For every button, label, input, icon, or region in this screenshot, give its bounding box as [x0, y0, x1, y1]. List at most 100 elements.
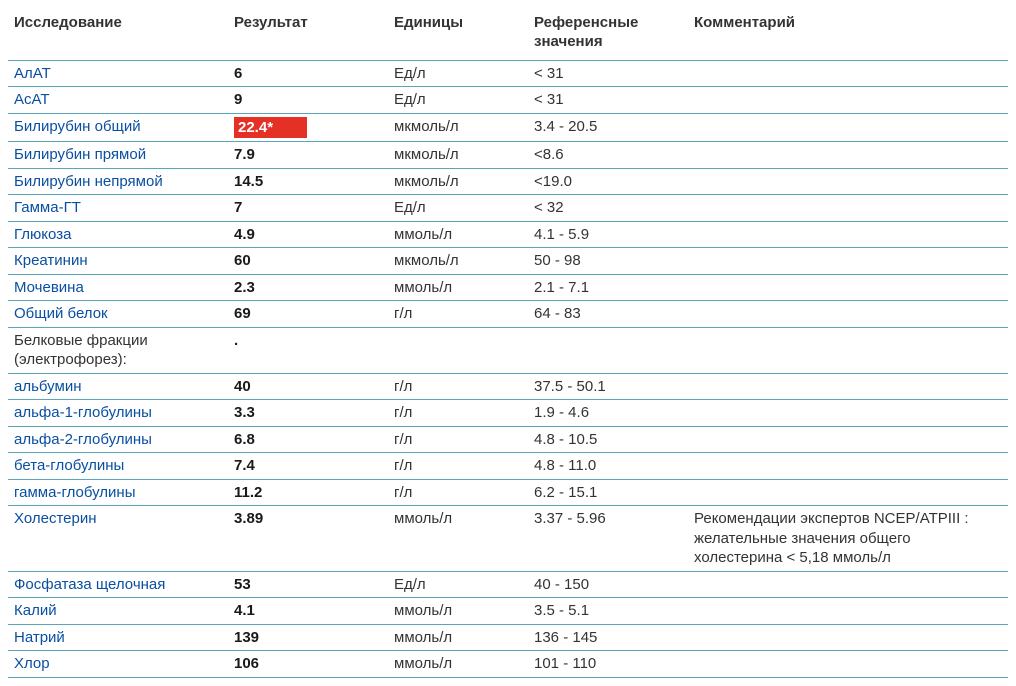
test-name-cell[interactable]: Калий [8, 598, 228, 625]
result-value: 7 [234, 199, 242, 216]
table-row: Билирубин прямой7.9мкмоль/л<8.6 [8, 142, 1008, 169]
units-cell: Ед/л [388, 571, 528, 598]
test-name-cell[interactable]: Общий белок [8, 301, 228, 328]
result-cell: 7.4 [228, 453, 388, 480]
result-value: 9 [234, 91, 242, 108]
table-row: АлАТ6Ед/л< 31 [8, 60, 1008, 87]
result-cell: 4.9 [228, 221, 388, 248]
test-name-cell[interactable]: Билирубин общий [8, 113, 228, 142]
reference-cell: <8.6 [528, 142, 688, 169]
reference-cell: 2.1 - 7.1 [528, 274, 688, 301]
lab-results-table: Исследование Результат Единицы Референсн… [8, 8, 1008, 678]
table-row: Фосфатаза щелочная 53 Ед/л40 - 150 [8, 571, 1008, 598]
test-name-cell[interactable]: альфа-1-глобулины [8, 400, 228, 427]
test-name-cell[interactable]: гамма-глобулины [8, 479, 228, 506]
flagged-result: 22.4* [234, 117, 307, 139]
table-row: Мочевина2.3ммоль/л2.1 - 7.1 [8, 274, 1008, 301]
table-row: Калий4.1ммоль/л3.5 - 5.1 [8, 598, 1008, 625]
comment-cell [688, 479, 1008, 506]
reference-cell: < 32 [528, 195, 688, 222]
table-row: Общий белок69г/л64 - 83 [8, 301, 1008, 328]
reference-cell: 64 - 83 [528, 301, 688, 328]
result-value: 2.3 [234, 279, 255, 296]
test-name-cell[interactable]: альбумин [8, 373, 228, 400]
reference-cell: 4.8 - 10.5 [528, 426, 688, 453]
result-value: 53 [234, 576, 251, 593]
units-cell: г/л [388, 373, 528, 400]
test-name-cell[interactable]: Мочевина [8, 274, 228, 301]
header-reference: Референсные значения [528, 8, 688, 60]
result-cell: 7 [228, 195, 388, 222]
units-cell: г/л [388, 301, 528, 328]
comment-cell [688, 87, 1008, 114]
test-name-cell[interactable]: Билирубин непрямой [8, 168, 228, 195]
result-cell: 22.4* [228, 113, 388, 142]
units-cell: Ед/л [388, 195, 528, 222]
units-cell: г/л [388, 453, 528, 480]
test-name-cell[interactable]: альфа-2-глобулины [8, 426, 228, 453]
result-value: . [234, 332, 238, 349]
comment-cell [688, 624, 1008, 651]
result-cell: 7.9 [228, 142, 388, 169]
comment-cell [688, 142, 1008, 169]
table-row: Билирубин непрямой 14.5 мкмоль/л<19.0 [8, 168, 1008, 195]
test-name-cell[interactable]: Креатинин [8, 248, 228, 275]
test-name-cell[interactable]: Холестерин [8, 506, 228, 572]
result-cell: 4.1 [228, 598, 388, 625]
reference-cell: 4.8 - 11.0 [528, 453, 688, 480]
comment-cell [688, 426, 1008, 453]
result-value: 4.9 [234, 226, 255, 243]
reference-cell: 50 - 98 [528, 248, 688, 275]
reference-cell: 101 - 110 [528, 651, 688, 678]
units-cell: г/л [388, 426, 528, 453]
result-cell: 53 [228, 571, 388, 598]
table-row: Глюкоза4.9ммоль/л4.1 - 5.9 [8, 221, 1008, 248]
units-cell: ммоль/л [388, 624, 528, 651]
reference-cell: 37.5 - 50.1 [528, 373, 688, 400]
test-name-cell[interactable]: бета-глобулины [8, 453, 228, 480]
table-row: Белковые фракции (электрофорез):. [8, 327, 1008, 373]
units-cell: ммоль/л [388, 506, 528, 572]
reference-cell: 3.5 - 5.1 [528, 598, 688, 625]
reference-cell: <19.0 [528, 168, 688, 195]
table-row: Гамма-ГТ 7 Ед/л< 32 [8, 195, 1008, 222]
result-cell: 3.89 [228, 506, 388, 572]
test-name-cell[interactable]: Фосфатаза щелочная [8, 571, 228, 598]
result-cell: 69 [228, 301, 388, 328]
result-value: 14.5 [234, 173, 263, 190]
comment-cell [688, 598, 1008, 625]
table-row: Хлор106ммоль/л101 - 110 [8, 651, 1008, 678]
comment-cell [688, 571, 1008, 598]
comment-cell [688, 651, 1008, 678]
units-cell: ммоль/л [388, 598, 528, 625]
units-cell: г/л [388, 479, 528, 506]
test-name-cell[interactable]: Глюкоза [8, 221, 228, 248]
comment-cell [688, 453, 1008, 480]
result-cell: 9 [228, 87, 388, 114]
result-cell: 40 [228, 373, 388, 400]
test-name-cell[interactable]: Билирубин прямой [8, 142, 228, 169]
reference-cell: 40 - 150 [528, 571, 688, 598]
result-value: 7.9 [234, 146, 255, 163]
comment-cell [688, 327, 1008, 373]
units-cell: мкмоль/л [388, 168, 528, 195]
result-cell: 3.3 [228, 400, 388, 427]
result-cell: 6 [228, 60, 388, 87]
result-value: 6.8 [234, 431, 255, 448]
table-row: Холестерин3.89ммоль/л3.37 - 5.96Рекоменд… [8, 506, 1008, 572]
units-cell [388, 327, 528, 373]
test-name-cell[interactable]: АсАТ [8, 87, 228, 114]
table-row: альбумин40г/л37.5 - 50.1 [8, 373, 1008, 400]
test-name-cell[interactable]: Гамма-ГТ [8, 195, 228, 222]
comment-cell [688, 60, 1008, 87]
header-result: Результат [228, 8, 388, 60]
comment-cell [688, 221, 1008, 248]
table-row: Креатинин60мкмоль/л50 - 98 [8, 248, 1008, 275]
comment-cell [688, 113, 1008, 142]
units-cell: ммоль/л [388, 651, 528, 678]
test-name-cell[interactable]: Натрий [8, 624, 228, 651]
test-name-cell[interactable]: АлАТ [8, 60, 228, 87]
test-name-cell[interactable]: Хлор [8, 651, 228, 678]
reference-cell: 4.1 - 5.9 [528, 221, 688, 248]
header-comment: Комментарий [688, 8, 1008, 60]
